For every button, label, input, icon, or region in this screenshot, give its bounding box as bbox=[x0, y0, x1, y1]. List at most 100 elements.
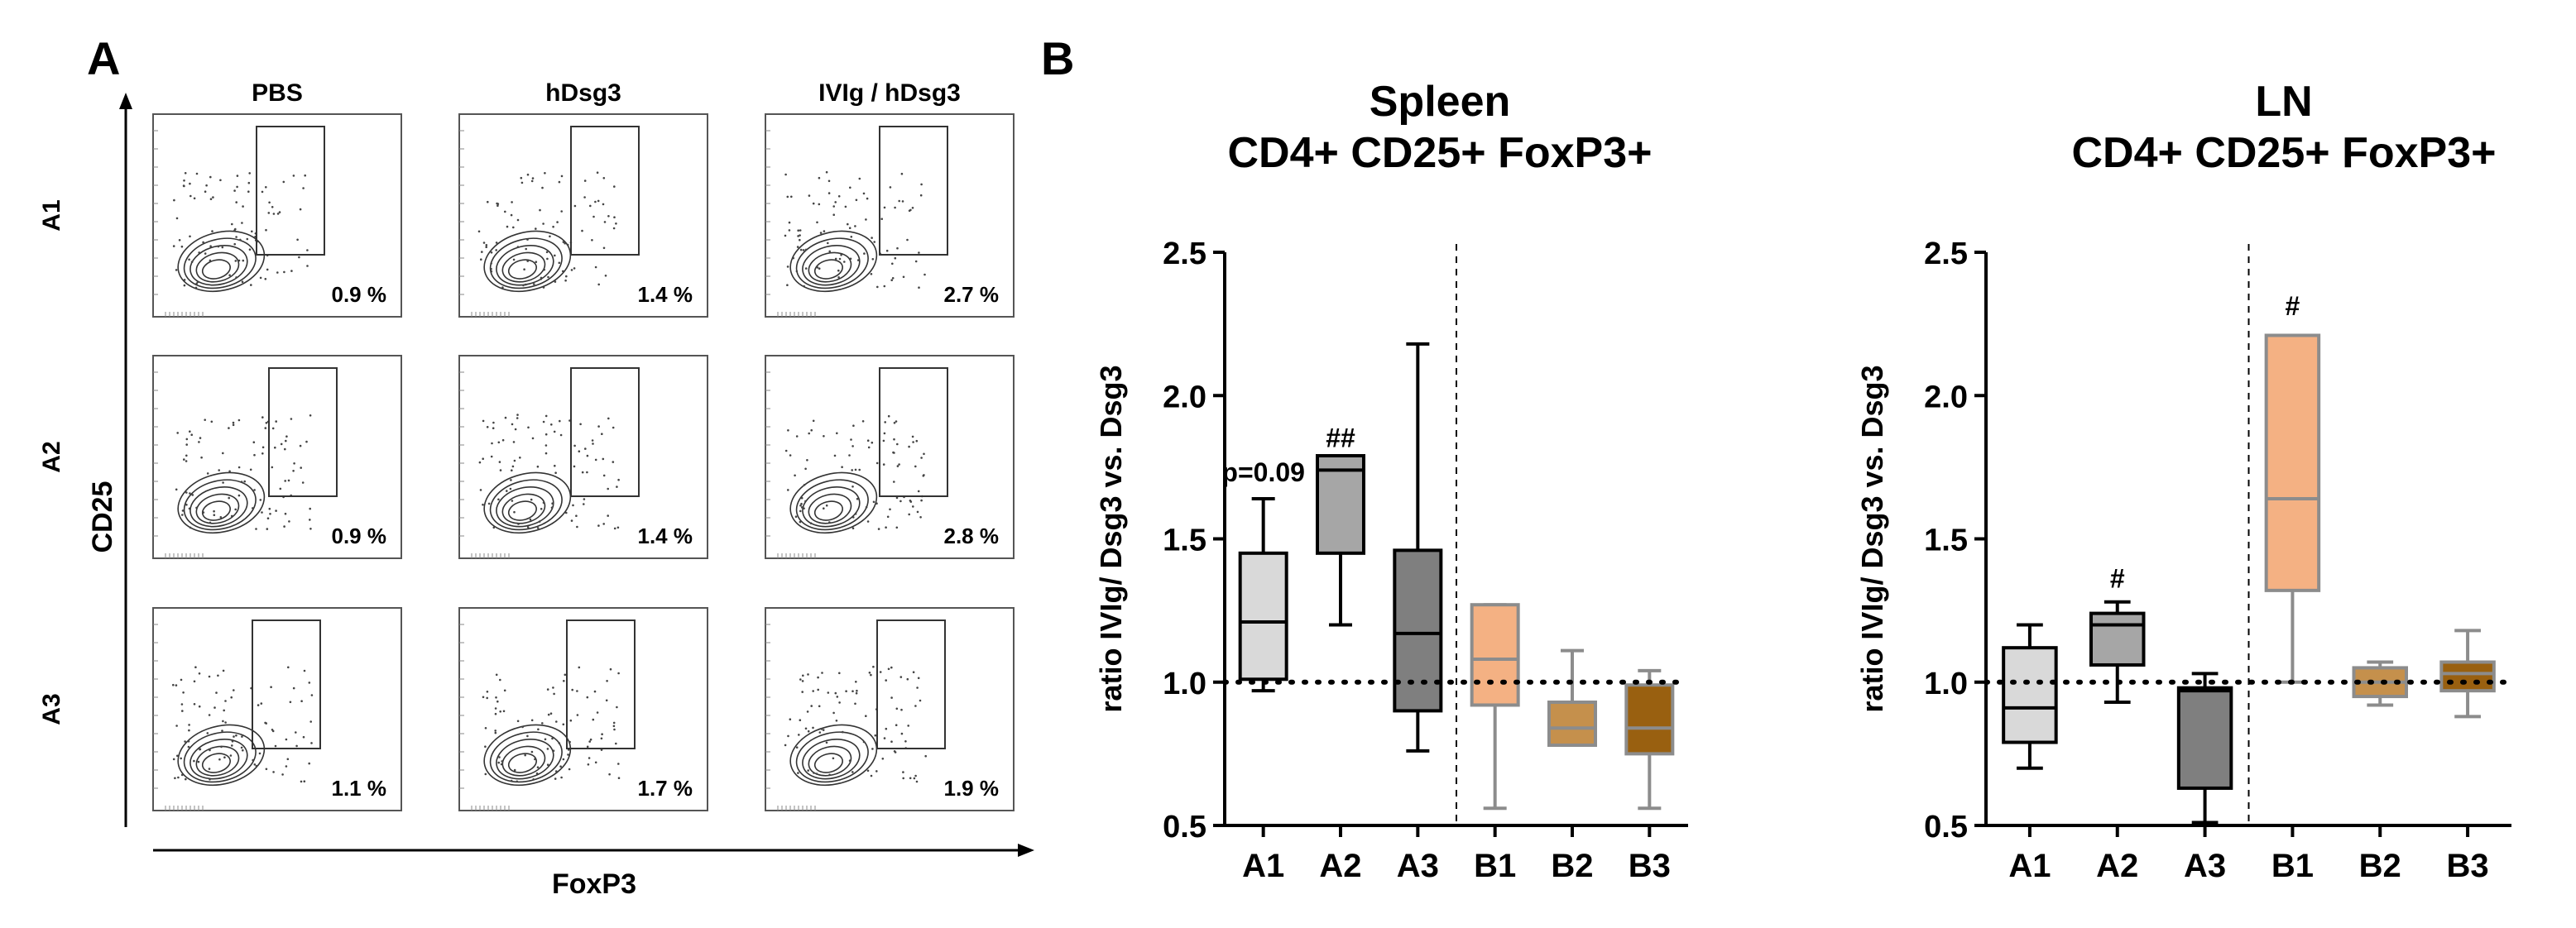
event-dot bbox=[538, 520, 541, 523]
event-dot bbox=[240, 746, 243, 749]
event-dot bbox=[284, 480, 287, 482]
event-dot bbox=[573, 204, 577, 208]
event-dot bbox=[257, 704, 260, 706]
event-dot bbox=[299, 444, 302, 447]
event-dot bbox=[607, 487, 609, 490]
event-dot bbox=[501, 438, 505, 442]
event-dot bbox=[188, 507, 191, 510]
event-dot bbox=[789, 454, 792, 457]
x-tick-label-b2: B2 bbox=[2359, 848, 2401, 884]
event-dot bbox=[851, 469, 853, 471]
event-dot bbox=[890, 279, 893, 282]
event-dot bbox=[866, 439, 870, 442]
event-dot bbox=[865, 505, 868, 509]
facs-plot: 0.9 % bbox=[152, 113, 402, 318]
event-dot bbox=[904, 740, 907, 743]
event-dot bbox=[617, 478, 620, 481]
event-dot bbox=[871, 441, 874, 444]
y-tick-label: 1.5 bbox=[1163, 524, 1206, 558]
event-dot bbox=[900, 172, 904, 175]
event-dot bbox=[477, 230, 481, 233]
contour-line bbox=[489, 479, 563, 531]
event-dot bbox=[267, 212, 271, 214]
event-dot bbox=[873, 241, 875, 243]
event-dot bbox=[559, 419, 561, 423]
event-dot bbox=[490, 251, 493, 254]
event-dot bbox=[517, 523, 520, 525]
event-dot bbox=[812, 202, 815, 205]
event-dot bbox=[565, 511, 568, 514]
event-dot bbox=[206, 472, 209, 475]
row-label-1: A2 bbox=[38, 441, 65, 472]
event-dot bbox=[895, 526, 899, 529]
event-dot bbox=[231, 222, 233, 226]
event-dot bbox=[803, 285, 805, 288]
event-dot bbox=[309, 528, 312, 530]
event-dot bbox=[541, 722, 544, 725]
chart-title-line-0: Spleen bbox=[1370, 78, 1511, 126]
event-dot bbox=[799, 520, 802, 524]
box-iqr bbox=[2089, 611, 2146, 667]
event-dot bbox=[819, 232, 823, 234]
gate-rectangle bbox=[256, 126, 325, 256]
event-dot bbox=[523, 268, 525, 271]
event-dot bbox=[851, 445, 854, 447]
event-dot bbox=[900, 708, 903, 711]
event-dot bbox=[576, 525, 578, 529]
box-a3 bbox=[2176, 672, 2233, 825]
event-dot bbox=[871, 748, 874, 750]
event-dot bbox=[247, 181, 251, 184]
event-dot bbox=[500, 763, 503, 766]
event-dot bbox=[822, 729, 825, 731]
event-dot bbox=[271, 427, 275, 430]
event-dot bbox=[870, 673, 872, 677]
event-dot bbox=[823, 435, 825, 438]
event-dot bbox=[174, 777, 176, 780]
event-dot bbox=[481, 251, 483, 253]
contour-line bbox=[501, 745, 546, 777]
event-dot bbox=[820, 728, 823, 730]
event-dot bbox=[303, 780, 306, 782]
gate-rectangle bbox=[876, 619, 946, 749]
event-dot bbox=[177, 776, 180, 779]
event-dot bbox=[584, 447, 587, 450]
event-dot bbox=[837, 269, 840, 272]
event-dot bbox=[482, 696, 485, 699]
event-dot bbox=[237, 466, 241, 469]
event-dot bbox=[544, 172, 546, 175]
event-dot bbox=[183, 279, 186, 281]
event-dot bbox=[524, 753, 526, 757]
contour-line bbox=[813, 259, 843, 280]
event-dot bbox=[794, 515, 798, 518]
event-dot bbox=[269, 513, 271, 515]
event-dot bbox=[895, 707, 899, 710]
event-dot bbox=[513, 768, 516, 772]
event-dot bbox=[798, 734, 800, 736]
event-dot bbox=[799, 509, 802, 513]
event-dot bbox=[261, 446, 265, 449]
x-tick-label-b3: B3 bbox=[2447, 848, 2489, 884]
event-dot bbox=[261, 511, 263, 514]
event-dot bbox=[492, 421, 495, 424]
event-dot bbox=[553, 430, 556, 433]
event-dot bbox=[233, 735, 235, 738]
event-dot bbox=[219, 179, 222, 182]
event-dot bbox=[602, 457, 605, 461]
event-dot bbox=[583, 503, 585, 505]
event-dot bbox=[569, 719, 573, 722]
contour-line bbox=[195, 251, 240, 283]
event-dot bbox=[601, 733, 603, 735]
event-dot bbox=[562, 723, 565, 726]
event-dot bbox=[617, 777, 621, 779]
contour-line bbox=[501, 251, 546, 283]
event-dot bbox=[784, 449, 788, 452]
event-dot bbox=[852, 424, 855, 427]
event-dot bbox=[602, 177, 606, 179]
event-dot bbox=[856, 497, 859, 500]
event-dot bbox=[200, 456, 203, 459]
event-dot bbox=[236, 185, 238, 189]
box-a1 bbox=[2002, 623, 2058, 770]
event-dot bbox=[533, 283, 535, 285]
x-tick-label-a1: A1 bbox=[2008, 848, 2051, 884]
event-dot bbox=[287, 666, 290, 669]
